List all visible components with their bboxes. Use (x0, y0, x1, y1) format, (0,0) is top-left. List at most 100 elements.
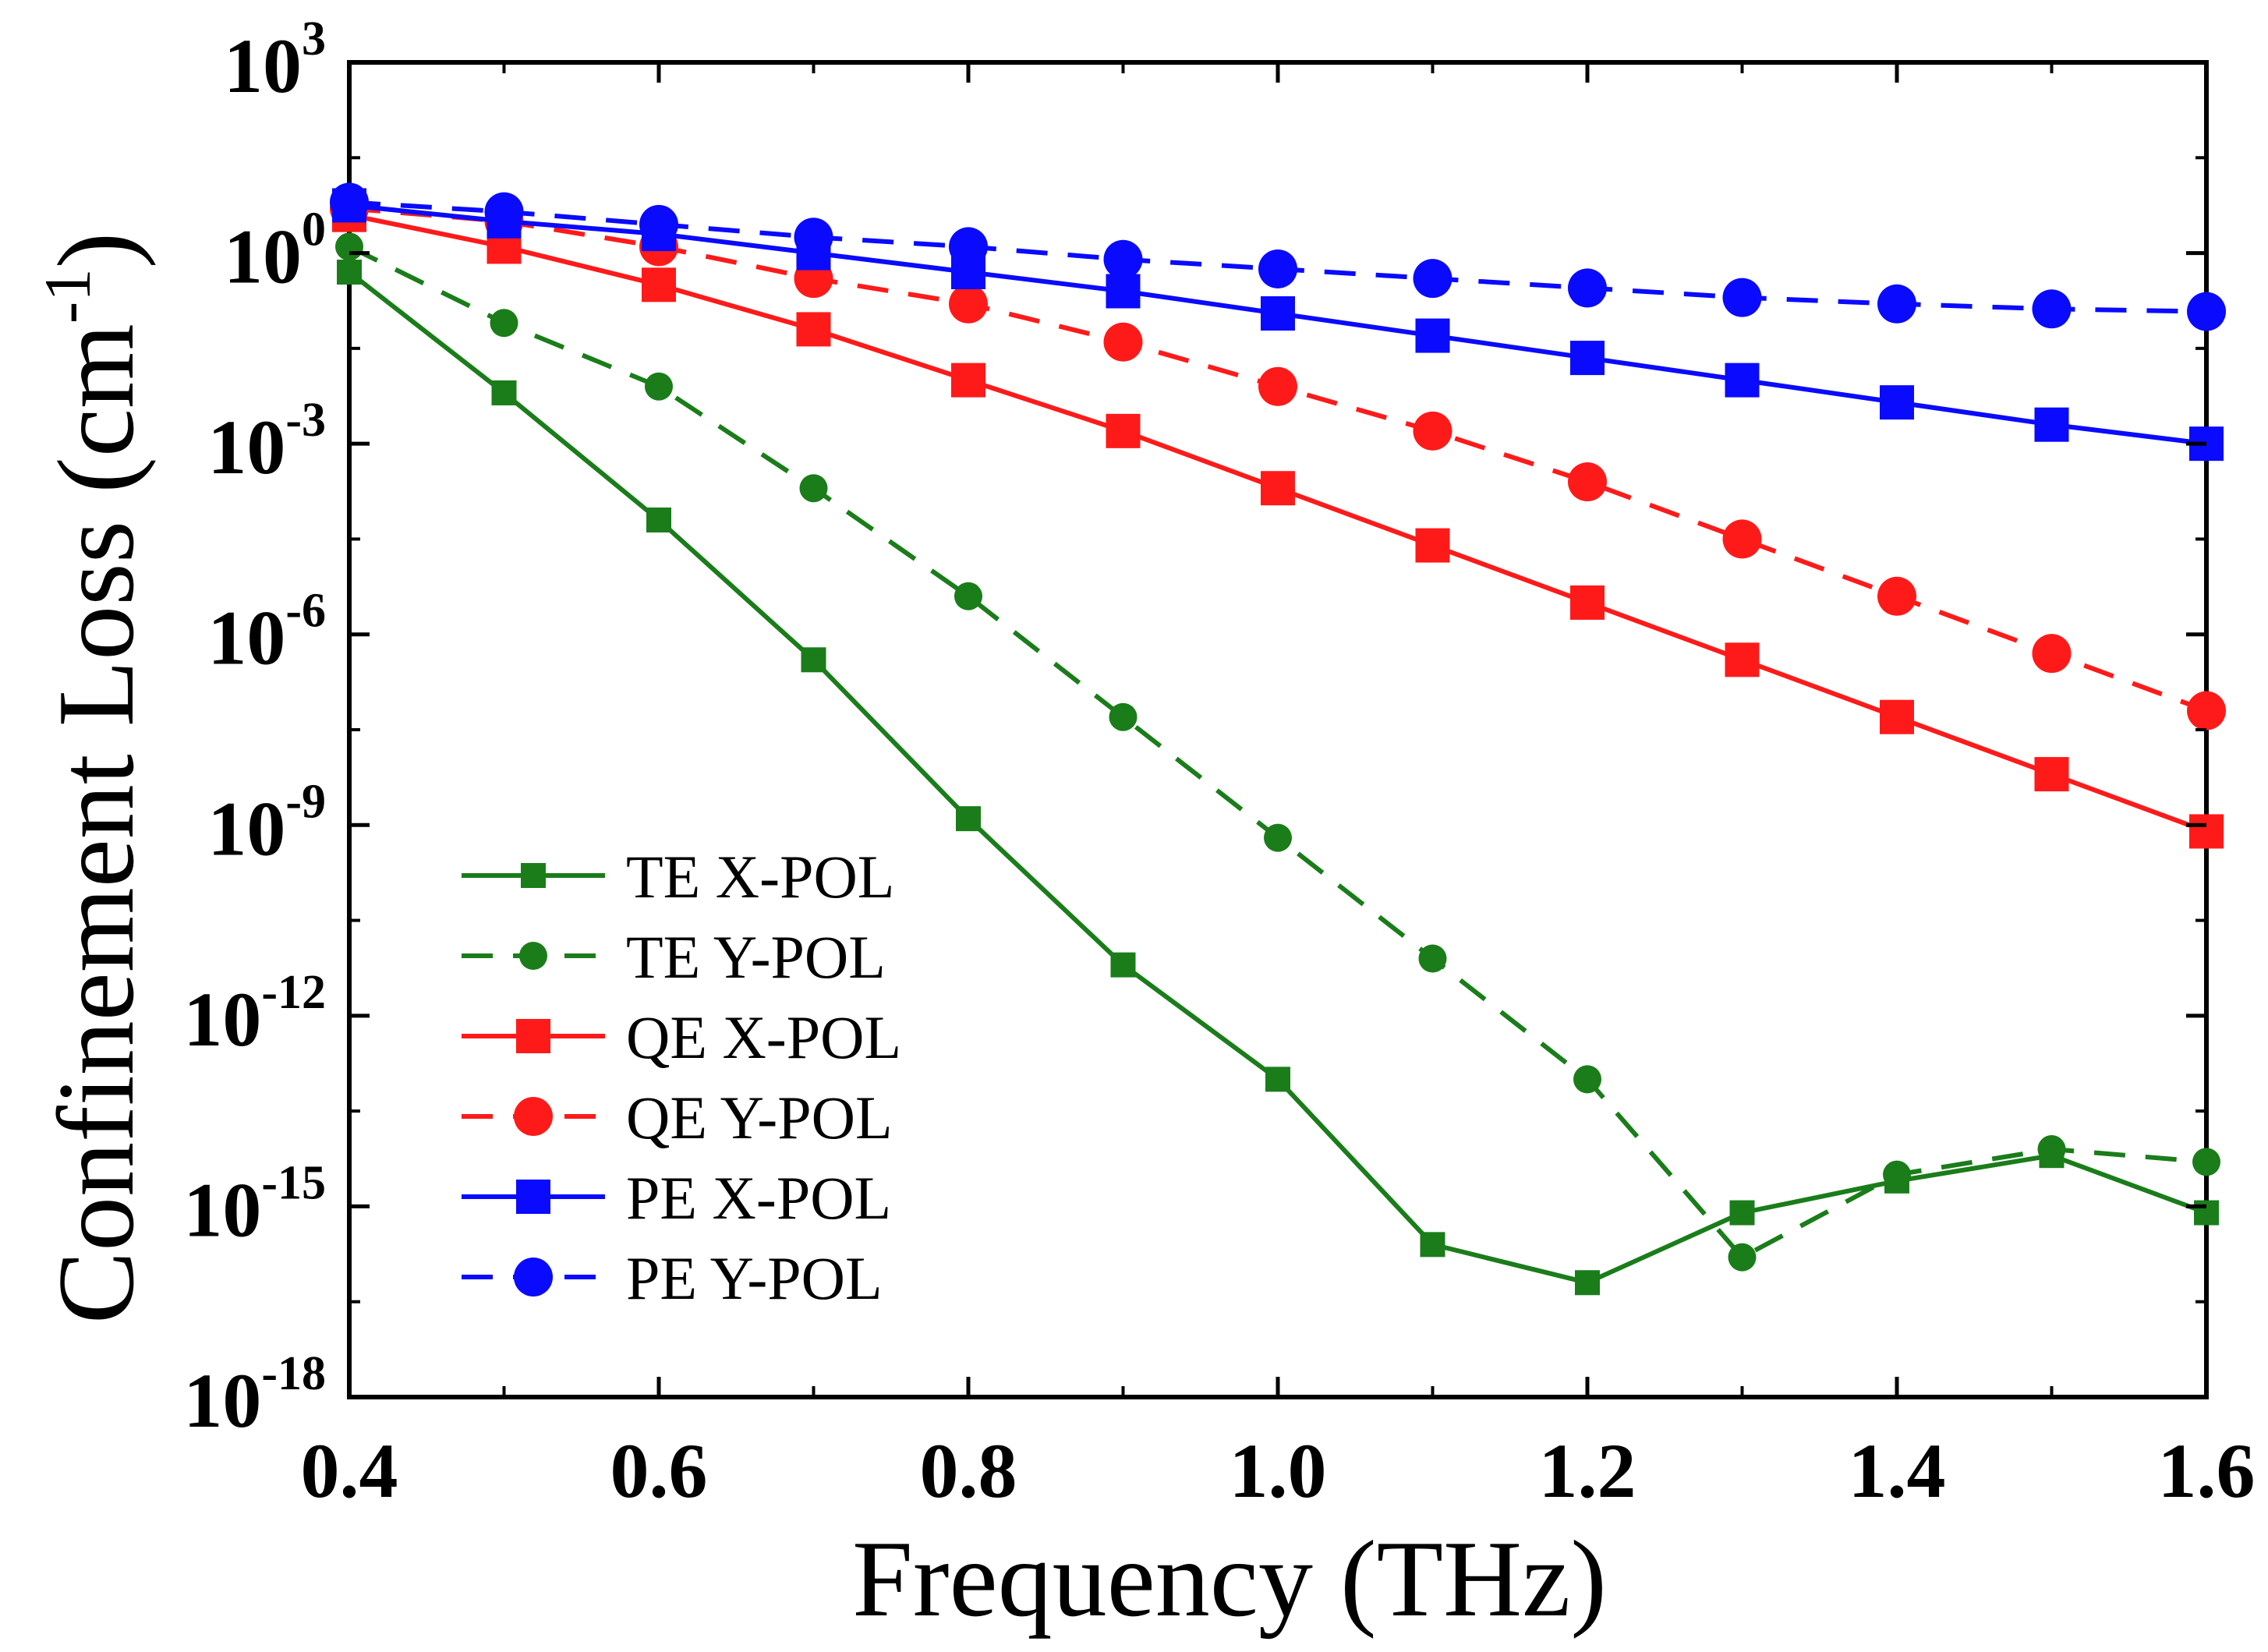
legend-item-qe-x-pol: QE X-POL (462, 1003, 901, 1071)
data-point-pe-y-pol (1877, 284, 1916, 324)
data-point-te-x-pol (1265, 1067, 1290, 1092)
data-point-qe-x-pol (1106, 413, 1141, 448)
data-point-te-y-pol (645, 372, 673, 401)
data-point-qe-x-pol (2034, 757, 2069, 792)
data-point-te-y-pol (1883, 1160, 1911, 1189)
y-axis-title-exponent: -1 (31, 268, 104, 324)
x-tick-label: 0.6 (610, 1427, 708, 1514)
data-point-qe-x-pol (1725, 642, 1760, 677)
data-point-qe-y-pol (949, 284, 988, 324)
data-point-pe-y-pol (1258, 249, 1297, 288)
legend: TE X-POL TE Y-POL QE X-POL QE Y-POL PE X-POL… (462, 843, 901, 1312)
data-point-pe-y-pol (2032, 289, 2072, 329)
legend-marker-te-x-pol (521, 863, 546, 888)
data-point-pe-y-pol (1722, 278, 1762, 317)
data-point-pe-x-pol (1106, 274, 1141, 309)
legend-label-qe-x-pol: QE X-POL (626, 1003, 901, 1071)
x-tick-label: 0.8 (920, 1427, 1017, 1514)
data-point-qe-x-pol (1415, 528, 1450, 563)
y-tick-label: 10-3 (207, 394, 326, 490)
series-pe-y-pol (330, 182, 2226, 331)
data-point-te-x-pol (646, 507, 671, 532)
data-point-te-y-pol (1728, 1243, 1757, 1272)
data-point-te-x-pol (1110, 952, 1136, 978)
tick-layer: 0.4 0.6 0.8 1.0 1.2 1.4 1.6 103 100 10-3 10-6 10-9 1… (183, 12, 2255, 1514)
data-point-pe-y-pol (949, 227, 988, 267)
data-point-te-x-pol (801, 647, 826, 673)
data-point-te-x-pol (956, 806, 981, 832)
y-axis-title-main: Confinement Loss (cm (36, 324, 157, 1324)
series-te-x-pol (337, 260, 2219, 1296)
data-point-qe-x-pol (642, 267, 676, 302)
x-tick-label: 1.2 (1539, 1427, 1636, 1514)
data-point-qe-y-pol (1722, 519, 1762, 559)
y-tick-label: 10-6 (207, 585, 326, 681)
data-point-te-x-pol (1420, 1232, 1445, 1258)
series-qe-x-pol (332, 197, 2224, 849)
data-point-te-y-pol (1418, 944, 1447, 973)
data-point-te-y-pol (1573, 1065, 1601, 1094)
data-point-pe-y-pol (2187, 292, 2226, 331)
data-point-pe-x-pol (1415, 318, 1450, 353)
legend-label-te-y-pol: TE Y-POL (626, 923, 886, 991)
y-tick-label: 10-12 (183, 966, 326, 1063)
data-point-pe-x-pol (1725, 363, 1760, 398)
legend-label-pe-x-pol: PE X-POL (626, 1164, 891, 1232)
data-point-pe-x-pol (1570, 341, 1605, 376)
legend-marker-qe-y-pol (514, 1097, 553, 1136)
data-point-qe-y-pol (1258, 366, 1297, 406)
legend-label-te-x-pol: TE X-POL (626, 843, 894, 911)
data-point-te-x-pol (337, 260, 362, 285)
data-point-qe-y-pol (1568, 462, 1607, 502)
y-tick-label: 100 (224, 203, 326, 300)
data-point-pe-y-pol (1413, 259, 1452, 299)
legend-item-pe-x-pol: PE X-POL (462, 1164, 891, 1232)
legend-marker-te-y-pol (519, 942, 547, 970)
x-tick-label: 1.4 (1849, 1427, 1946, 1514)
legend-marker-pe-x-pol (516, 1180, 550, 1214)
y-axis-title: Confinement Loss (cm-1) (31, 232, 157, 1325)
data-point-te-y-pol (954, 582, 982, 610)
data-point-te-y-pol (335, 232, 363, 261)
data-point-pe-x-pol (2034, 407, 2069, 442)
legend-item-pe-y-pol: PE Y-POL (462, 1244, 883, 1312)
data-point-te-y-pol (490, 309, 518, 338)
data-point-pe-y-pol (794, 218, 833, 257)
data-point-pe-y-pol (1568, 268, 1607, 308)
y-tick-label: 10-15 (183, 1156, 326, 1253)
data-point-te-y-pol (2192, 1148, 2220, 1176)
data-point-te-x-pol (2194, 1200, 2219, 1226)
data-point-te-x-pol (491, 380, 517, 405)
legend-item-qe-y-pol: QE Y-POL (462, 1084, 893, 1151)
data-point-qe-x-pol (2189, 814, 2224, 849)
data-point-pe-y-pol (330, 182, 369, 222)
data-point-pe-x-pol (1261, 296, 1295, 331)
data-point-qe-y-pol (2032, 634, 2072, 674)
series-pe-x-pol (332, 188, 2224, 462)
y-tick-label: 10-18 (183, 1347, 326, 1444)
y-tick-label: 10-9 (207, 775, 326, 872)
data-point-qe-x-pol (951, 363, 985, 398)
data-point-te-x-pol (1729, 1200, 1755, 1226)
data-point-te-y-pol (2037, 1135, 2066, 1164)
data-point-pe-x-pol (1880, 385, 1914, 420)
legend-marker-pe-y-pol (514, 1258, 553, 1296)
data-point-te-y-pol (799, 474, 828, 503)
x-tick-label: 1.0 (1230, 1427, 1327, 1514)
x-tick-label: 1.6 (2158, 1427, 2256, 1514)
data-point-te-y-pol (1264, 823, 1292, 852)
series-te-y-pol (335, 232, 2220, 1272)
data-point-qe-y-pol (2187, 691, 2226, 730)
data-point-qe-y-pol (1413, 411, 1452, 451)
data-point-qe-y-pol (1877, 576, 1916, 616)
x-axis-title: Frequency (THz) (852, 1519, 1607, 1640)
legend-item-te-y-pol: TE Y-POL (462, 923, 886, 991)
data-point-qe-x-pol (1261, 471, 1295, 506)
data-point-qe-x-pol (796, 312, 831, 347)
data-point-qe-y-pol (1103, 322, 1143, 362)
legend-item-te-x-pol: TE X-POL (462, 843, 894, 911)
series-layer (330, 182, 2226, 1296)
legend-marker-qe-x-pol (516, 1019, 550, 1053)
data-point-pe-y-pol (1103, 239, 1143, 279)
